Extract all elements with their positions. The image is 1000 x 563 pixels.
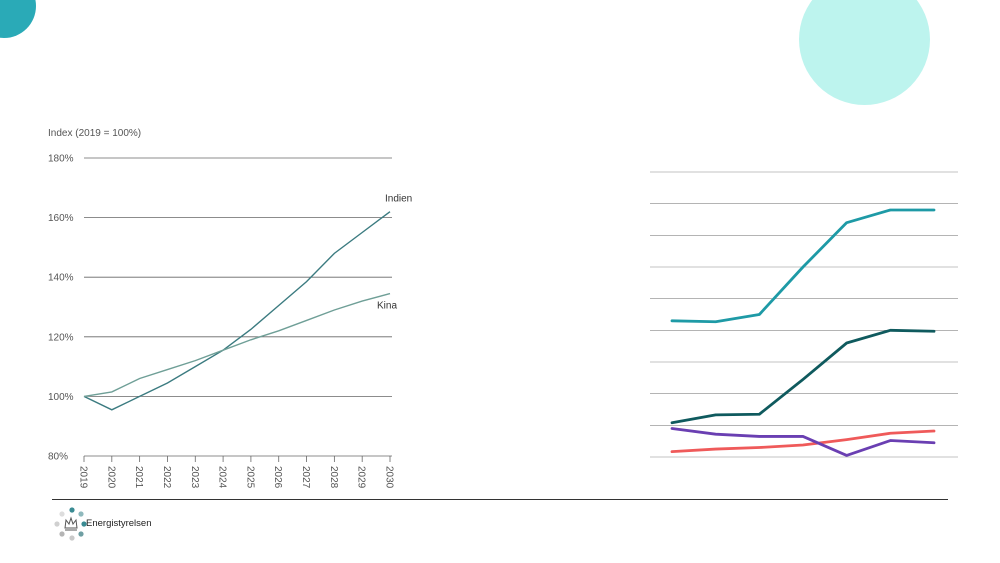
series-line-4 [670, 427, 936, 457]
series-lines [83, 211, 391, 411]
series-label-kina: Kina [377, 301, 397, 312]
energistyrelsen-logo: Energistyrelsen [54, 507, 204, 543]
y-tick-label: 140% [48, 273, 74, 284]
y-tick-label: 180% [48, 154, 74, 165]
x-tick-label: 2030 [384, 466, 395, 489]
y-tick-label: 80% [48, 452, 68, 463]
y-tick-label: 100% [48, 392, 74, 403]
series-line-2 [670, 328, 936, 425]
gridlines [84, 157, 392, 457]
logo-text: Energistyrelsen [86, 518, 152, 529]
series-label-indien: Indien [385, 194, 412, 205]
y-tick-label: 120% [48, 332, 74, 343]
y-tick-label: 160% [48, 213, 74, 224]
x-tick-label: 2024 [217, 466, 228, 489]
x-tick-label: 2026 [272, 466, 283, 489]
x-tick-labels: 2019 2020 2021 2022 2023 2024 2025 2026 2027 2028… [78, 456, 395, 489]
x-tick-label: 2019 [78, 466, 89, 489]
x-tick-label: 2027 [300, 466, 311, 489]
x-tick-label: 2020 [105, 466, 116, 489]
series-line-indien [83, 211, 391, 411]
x-tick-label: 2022 [161, 466, 172, 489]
series-line-kina [83, 292, 391, 398]
y-tick-labels: 80% 100% 120% 140% 160% 180% [48, 154, 74, 463]
y-axis-label: Index (2019 = 100%) [48, 128, 141, 139]
x-tick-label: 2029 [356, 466, 367, 489]
crown-dots-icon [54, 507, 87, 541]
gridlines [650, 171, 958, 458]
x-tick-label: 2025 [244, 466, 255, 489]
decorative-circle-right [799, 0, 930, 105]
series-line-3 [670, 429, 936, 454]
x-tick-label: 2028 [328, 466, 339, 489]
footer-divider [52, 499, 948, 500]
x-tick-label: 2021 [133, 466, 144, 489]
series-lines [670, 208, 936, 457]
x-tick-label: 2023 [189, 466, 200, 489]
series-line-1 [670, 208, 936, 324]
